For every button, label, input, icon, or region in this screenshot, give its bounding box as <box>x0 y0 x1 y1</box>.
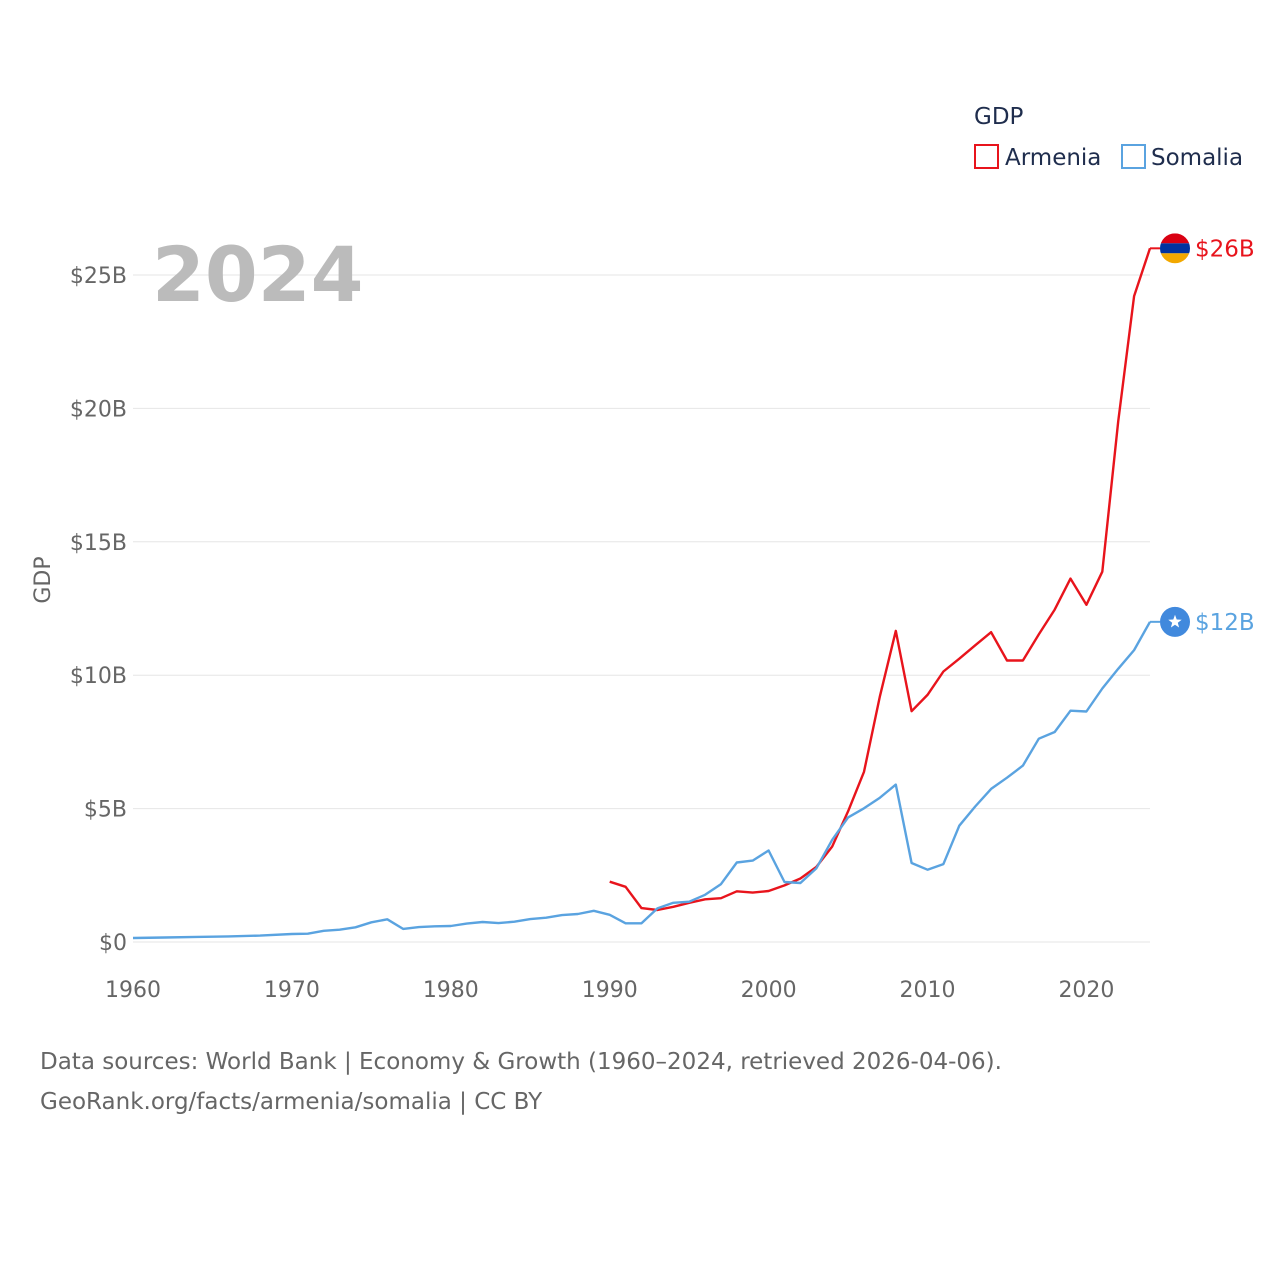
x-tick-label: 1970 <box>264 978 320 1003</box>
data-source-note: Data sources: World Bank | Economy & Gro… <box>40 1042 1240 1122</box>
series-line-somalia <box>132 621 1152 940</box>
y-tick-label: $15B <box>70 531 127 556</box>
armenia-flag-icon <box>1160 233 1190 264</box>
end-value-label-somalia: $12B <box>1195 610 1255 636</box>
y-tick-label: $0 <box>99 931 127 956</box>
legend-label-armenia: Armenia <box>1005 145 1101 171</box>
series-lines <box>132 247 1152 940</box>
x-tick-label: 2020 <box>1058 978 1114 1003</box>
x-tick-label: 2000 <box>741 978 797 1003</box>
y-axis-label: GDP <box>31 556 56 603</box>
y-tick-label: $25B <box>70 264 127 289</box>
series-line-armenia <box>609 247 1152 912</box>
legend-item-somalia[interactable]: Somalia <box>1121 144 1243 171</box>
legend-title: GDP <box>974 104 1024 130</box>
legend-swatch-armenia <box>974 144 999 169</box>
x-tick-label: 1980 <box>423 978 479 1003</box>
somalia-flag-icon <box>1160 606 1190 637</box>
y-tick-label: $5B <box>84 798 127 823</box>
x-axis-ticks: 1960 1970 1980 1990 2000 2010 2020 <box>105 978 1114 1003</box>
source-line: Data sources: World Bank | Economy & Gro… <box>40 1049 1002 1075</box>
source-link[interactable]: GeoRank.org/facts/armenia/somalia | CC B… <box>40 1089 543 1115</box>
y-tick-label: $10B <box>70 664 127 689</box>
y-axis-ticks: $0 $5B $10B $15B $20B $25B <box>70 264 127 956</box>
legend: GDP Armenia Somalia <box>974 104 1243 171</box>
gridlines <box>133 274 1150 943</box>
end-value-label-armenia: $26B <box>1195 236 1255 262</box>
x-tick-label: 2010 <box>900 978 956 1003</box>
legend-label-somalia: Somalia <box>1151 145 1243 171</box>
x-tick-label: 1990 <box>582 978 638 1003</box>
legend-item-armenia[interactable]: Armenia <box>974 144 1101 171</box>
year-watermark: 2024 <box>152 230 364 319</box>
gdp-line-chart: $0 $5B $10B $15B $20B $25B 1960 1970 1980 1990 20… <box>31 104 1255 1003</box>
y-tick-label: $20B <box>70 397 127 422</box>
legend-swatch-somalia <box>1121 144 1146 169</box>
series-end-labels: $26B $12B <box>1150 233 1255 637</box>
x-tick-label: 1960 <box>105 978 161 1003</box>
